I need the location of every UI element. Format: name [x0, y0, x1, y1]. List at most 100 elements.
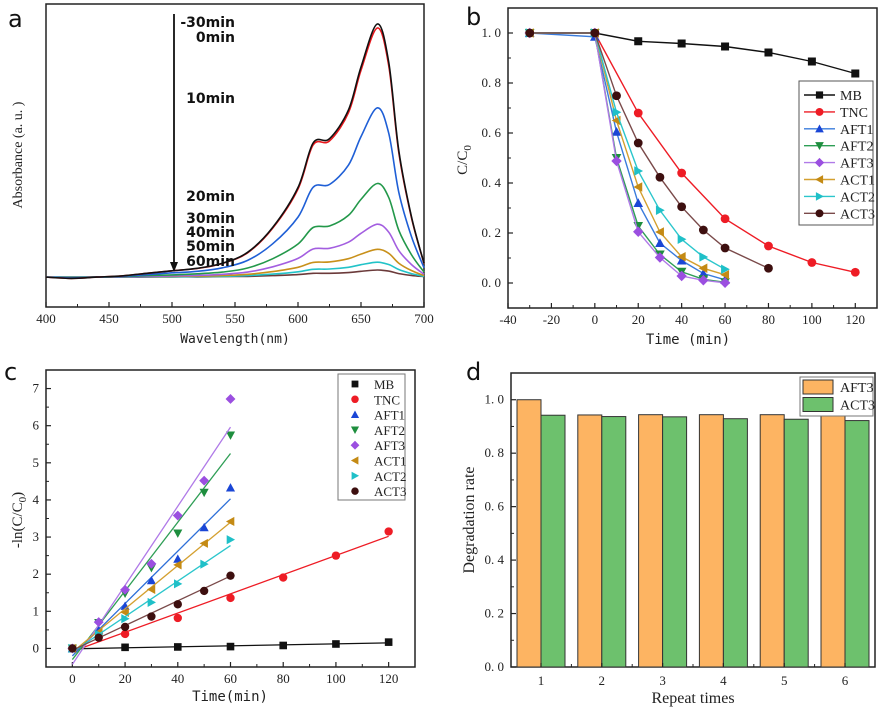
legend-label: AFT3: [840, 157, 873, 172]
series-aft2: [524, 29, 730, 288]
data-point-act3: [677, 202, 687, 212]
panel-a-x-tick-label: 550: [225, 311, 245, 326]
data-point-act2: [121, 614, 130, 624]
panel-letter-d: d: [466, 358, 481, 386]
series-line-act3: [529, 32, 769, 269]
panel-d-reuse-bars: d 0. 0 0. 2 0. 4 0. 6 0. 8 1. 0 1 2 3 4 5 6 AFT3 ACT3…: [461, 358, 876, 707]
panel-b-xlabel: Time (min): [646, 332, 730, 348]
panel-d-x-tick-label: 4: [720, 673, 727, 688]
panel-b-x-tick-label: -20: [543, 312, 560, 327]
bar-aft3: [516, 399, 542, 668]
data-point-act3: [633, 138, 643, 148]
panel-d-y-tick-label: 0. 0: [485, 659, 505, 674]
legend-label: MB: [840, 89, 862, 104]
data-point-aft1: [199, 522, 209, 532]
legend-marker: [351, 380, 359, 388]
legend-item-aft3: AFT3: [802, 379, 873, 396]
data-point-tnc: [764, 241, 773, 251]
panel-b-y-tick-label: 0. 8: [482, 75, 502, 90]
panel-c-ylabel-main: -ln(C/C: [10, 502, 26, 548]
time-label-30min: 30min: [186, 211, 235, 227]
legend-marker: [815, 192, 824, 201]
panel-a-ylabel: Absorbance (a. u. ): [11, 101, 26, 208]
data-point-aft3: [698, 275, 709, 286]
data-point-act1: [633, 182, 643, 192]
legend-label: ACT3: [840, 399, 875, 414]
panel-d-y-tick-label: 0. 2: [485, 606, 505, 621]
legend-marker: [815, 209, 824, 218]
data-point-act3: [525, 28, 535, 38]
bar-aft3: [577, 414, 603, 668]
spectrum-30min: [45, 223, 425, 279]
data-point-aft1: [146, 575, 156, 585]
panel-c-y-tick-label: 2: [33, 566, 40, 581]
panel-c-ylabel-end: ): [10, 492, 26, 497]
panel-b-kinetics: b -40 -20 0 20 40 60 80 100 120 0. 0 0. 2 0. 4 0. 6 0…: [455, 3, 878, 348]
panel-c-y-tick-label: 0: [33, 640, 40, 655]
data-point-act3: [226, 571, 235, 580]
bar-group-1: [516, 399, 566, 668]
panel-c-ylabel: -ln(C/C0): [10, 492, 29, 548]
panel-d-plot-area: 0. 0 0. 2 0. 4 0. 6 0. 8 1. 0 1 2 3 4 5 6 AFT3 ACT3: [485, 372, 876, 688]
panel-a-xlabel: Wavelength(nm): [180, 332, 290, 347]
data-point-tnc: [850, 267, 860, 277]
data-point-tnc: [720, 214, 730, 224]
bar-group-2: [577, 414, 627, 668]
data-point-tnc: [226, 593, 235, 603]
series-mb: [68, 638, 393, 653]
legend-marker: [815, 107, 824, 116]
panel-b-x-tick-label: 0: [592, 312, 599, 327]
legend-marker: [815, 142, 824, 151]
panel-c-legend-box: [337, 373, 406, 501]
data-point-aft3: [719, 277, 731, 288]
data-point-tnc: [384, 527, 393, 536]
data-point-aft3: [654, 252, 666, 263]
bar-group-3: [638, 414, 688, 668]
spectrum-30min: [45, 23, 425, 280]
data-point-aft3: [146, 558, 157, 569]
bar-act3: [601, 416, 627, 668]
data-point-act2: [173, 579, 183, 589]
panel-a-arrow-head-icon: [170, 262, 178, 272]
legend-label: ACT1: [840, 174, 875, 189]
panel-c-x-tick-label: 0: [69, 671, 76, 686]
panel-c-x-tick-label: 20: [119, 671, 132, 686]
legend-label: AFT3: [840, 381, 873, 396]
legend-item-aft3: AFT3: [804, 157, 873, 172]
panel-c-x-tick-label: 60: [224, 671, 237, 686]
data-point-mb: [226, 642, 235, 651]
data-point-act1: [676, 251, 686, 262]
panel-c-y-tick-label: 4: [33, 492, 40, 507]
legend-item-act3: ACT3: [804, 207, 875, 222]
legend-label: ACT3: [840, 207, 875, 222]
series-act2: [525, 28, 730, 275]
data-point-aft1: [655, 238, 665, 247]
legend-marker: [814, 157, 825, 168]
legend-label: AFT1: [374, 408, 405, 423]
panel-b-x-tick-label: 20: [632, 312, 645, 327]
panel-d-y-tick-label: 0. 8: [485, 445, 505, 460]
legend-label: ACT2: [374, 469, 407, 484]
data-point-act3: [764, 263, 773, 273]
panel-b-x-tick-label: 120: [846, 312, 866, 327]
legend-label: TNC: [840, 106, 868, 121]
legend-item-aft1: AFT1: [804, 123, 873, 138]
legend-item-tnc: TNC: [804, 106, 868, 121]
data-point-act2: [677, 234, 687, 245]
data-point-aft1: [633, 198, 644, 207]
bar-act3: [722, 418, 748, 668]
series-line-act2: [529, 32, 726, 270]
legend-marker: [351, 471, 360, 480]
data-point-aft3: [633, 226, 644, 237]
legend-label: ACT2: [840, 190, 875, 205]
panel-b-x-tick-label: -40: [499, 312, 516, 327]
legend-marker: [815, 175, 824, 184]
data-point-mb: [634, 37, 643, 46]
panel-a-x-tick-label: 650: [351, 311, 371, 326]
panel-c-x-tick-label: 80: [277, 671, 290, 686]
series-line-act1: [529, 32, 726, 276]
data-point-tnc: [173, 613, 182, 623]
panel-c-y-tick-label: 7: [33, 381, 40, 396]
